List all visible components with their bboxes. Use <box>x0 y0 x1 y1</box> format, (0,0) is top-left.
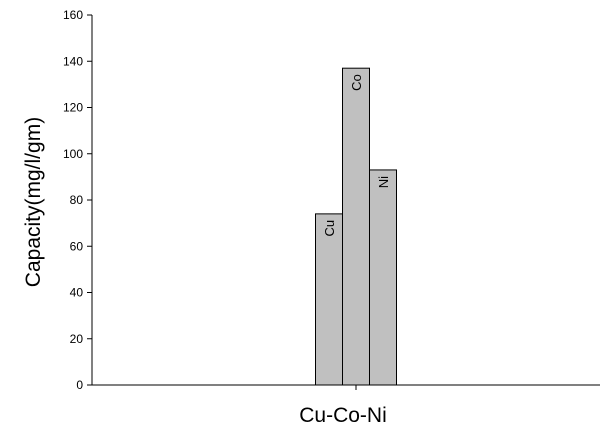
plot-area: Cu Co Ni 0 20 40 60 80 100 120 140 160 <box>63 8 600 392</box>
y-tick-label: 120 <box>63 101 83 115</box>
y-tick-label: 100 <box>63 147 83 161</box>
y-tick-label: 60 <box>70 239 84 253</box>
bar-cu <box>315 213 343 386</box>
y-tick-label: 160 <box>63 8 83 22</box>
bar-label-co: Co <box>349 74 364 91</box>
bar-label-ni: Ni <box>376 176 391 188</box>
y-tick-label: 40 <box>70 286 84 300</box>
y-tick-label: 0 <box>76 378 83 392</box>
y-axis-title: Capacity(mg/l/gm) <box>22 117 45 287</box>
y-tick-label: 20 <box>70 332 84 346</box>
bar-ni <box>369 169 397 386</box>
y-tick-label: 140 <box>63 54 83 68</box>
y-tick-label: 80 <box>70 193 84 207</box>
bar-co <box>342 67 370 386</box>
x-axis-title: Cu-Co-Ni <box>299 404 387 427</box>
bar-label-cu: Cu <box>322 220 337 237</box>
